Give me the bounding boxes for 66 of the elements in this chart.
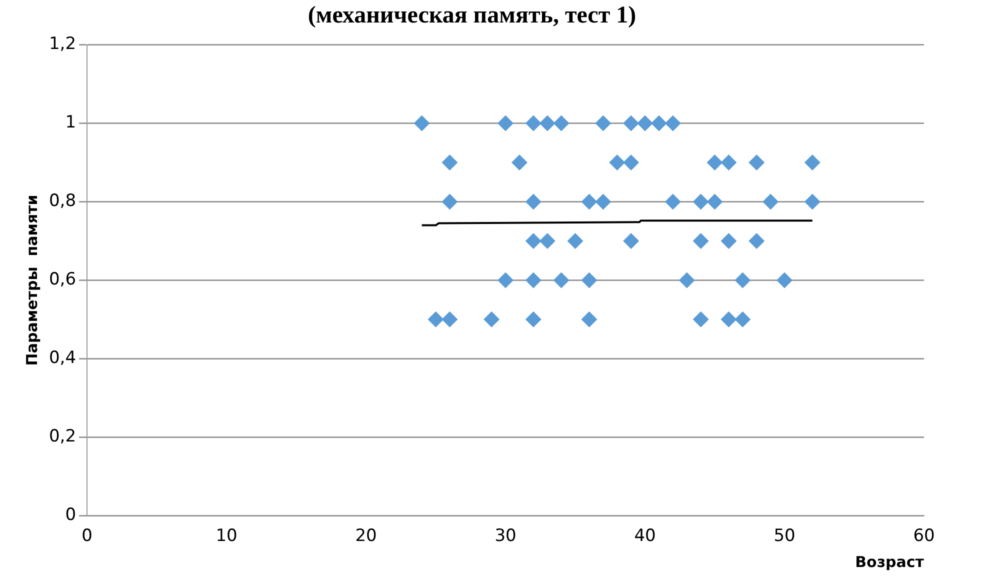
y-tick-label: 0,2 [48, 426, 76, 447]
point [595, 194, 612, 210]
point [734, 311, 751, 328]
point [428, 311, 444, 328]
point [692, 311, 709, 328]
point [525, 232, 542, 249]
point [553, 272, 570, 288]
point [498, 272, 514, 288]
point [706, 194, 723, 210]
point [442, 311, 458, 328]
point [706, 154, 723, 170]
point [553, 115, 570, 132]
point [511, 154, 528, 170]
point [595, 115, 612, 132]
point [525, 311, 542, 328]
x-tick-label: 30 [494, 526, 516, 546]
y-tick-label: 1 [65, 112, 76, 133]
point [623, 232, 640, 249]
point [664, 194, 681, 210]
point [623, 115, 640, 132]
x-tick-label: 20 [355, 526, 377, 546]
point [414, 115, 430, 132]
point [650, 115, 667, 132]
point [776, 272, 793, 288]
x-tick-label: 50 [774, 526, 796, 546]
point [664, 115, 681, 132]
point [581, 194, 598, 210]
x-tick-label: 60 [913, 526, 935, 546]
point [609, 154, 626, 170]
point [442, 194, 458, 210]
point [567, 232, 584, 249]
x-tick-label: 10 [216, 526, 238, 546]
point [442, 154, 458, 170]
y-tick-label: 0,8 [48, 191, 76, 212]
x-axis-title: Возраст [855, 552, 924, 571]
point [484, 311, 500, 328]
chart-title: (механическая память, тест 1) [308, 2, 636, 29]
point [720, 154, 737, 170]
point [623, 154, 640, 170]
point [804, 194, 820, 210]
point [581, 272, 598, 288]
point [692, 194, 709, 210]
point [637, 115, 654, 132]
point [804, 154, 820, 170]
point [539, 232, 556, 249]
point [720, 311, 737, 328]
y-tick-label: 0 [65, 505, 76, 526]
x-tick-label: 40 [634, 526, 656, 546]
point [748, 154, 765, 170]
point [762, 194, 779, 210]
point [748, 232, 765, 249]
y-tick-label: 0,6 [48, 270, 76, 290]
y-axis-title: Параметры памяти [22, 194, 41, 366]
point [692, 232, 709, 249]
point [539, 115, 556, 132]
point [498, 115, 514, 132]
point [720, 232, 737, 249]
y-tick-label: 0,4 [48, 348, 76, 368]
y-tick-label: 1,2 [48, 34, 76, 54]
point [525, 115, 542, 132]
point [581, 311, 598, 328]
x-tick-label: 0 [82, 526, 92, 546]
point [734, 272, 751, 288]
point [678, 272, 695, 288]
point [525, 194, 542, 210]
point [525, 272, 542, 288]
